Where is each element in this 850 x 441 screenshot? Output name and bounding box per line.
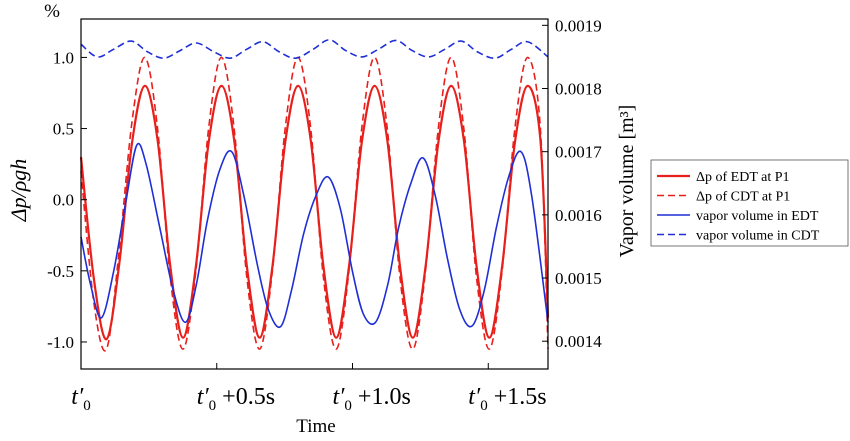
right-y-tick-label: 0.0016 bbox=[555, 206, 602, 225]
x-tick-label: t′0 +1.0s bbox=[333, 384, 411, 414]
legend-label: Δp of EDT at P1 bbox=[696, 170, 790, 185]
x-tick-label: t′0 +0.5s bbox=[197, 384, 275, 414]
x-tick-subscript: 0 bbox=[209, 398, 217, 414]
right-y-tick-label: 0.0018 bbox=[555, 79, 602, 98]
left-axis-unit: % bbox=[44, 1, 60, 22]
left-y-tick-label: 0.0 bbox=[53, 191, 74, 210]
x-axis-title: Time bbox=[296, 416, 335, 437]
x-tick-label: t′0 bbox=[71, 384, 90, 414]
x-tick-subscript: 0 bbox=[344, 398, 352, 414]
x-tick-base: t′ bbox=[197, 384, 210, 410]
x-tick-subscript: 0 bbox=[83, 398, 91, 414]
left-y-tick-label: -1.0 bbox=[47, 333, 74, 352]
x-tick-base: t′ bbox=[468, 384, 481, 410]
x-tick-suffix: +0.5s bbox=[216, 384, 275, 410]
left-y-tick-label: -0.5 bbox=[47, 262, 74, 281]
legend-label: vapor volume in CDT bbox=[696, 229, 820, 244]
legend-box bbox=[650, 159, 849, 247]
legend-label: Δp of CDT at P1 bbox=[696, 190, 790, 205]
axis-labels: 1.0 0.5 0.0 -0.5 -1.0 0.0019 0.0018 0.0017 0.001… bbox=[47, 16, 602, 414]
left-axis-title: Δp/ρgh bbox=[6, 159, 31, 223]
x-tick-label: t′0 +1.5s bbox=[468, 384, 546, 414]
right-y-tick-label: 0.0019 bbox=[555, 16, 602, 35]
left-y-tick-label: 0.5 bbox=[53, 120, 74, 139]
legend-label: vapor volume in EDT bbox=[696, 209, 819, 224]
x-tick-subscript: 0 bbox=[480, 398, 488, 414]
plot-lines bbox=[79, 39, 550, 352]
series-line-vapor-volume-in-edt bbox=[80, 142, 549, 329]
x-tick-suffix: +1.5s bbox=[488, 384, 547, 410]
legend: Δp of EDT at P1 Δp of CDT at P1 vapor volu… bbox=[650, 159, 849, 247]
right-y-tick-label: 0.0015 bbox=[555, 269, 602, 288]
x-tick-base: t′ bbox=[71, 384, 84, 410]
right-y-tick-label: 0.0014 bbox=[555, 332, 602, 351]
series-line-vapor-volume-in-cdt bbox=[80, 39, 549, 59]
plot-frame bbox=[80, 18, 549, 370]
x-tick-base: t′ bbox=[333, 384, 346, 410]
x-tick-suffix: +1.0s bbox=[352, 384, 411, 410]
axis-ticks bbox=[80, 24, 548, 369]
right-y-tick-label: 0.0017 bbox=[555, 143, 602, 162]
right-axis-title: Vapor volume [m³] bbox=[616, 105, 638, 258]
left-y-tick-label: 1.0 bbox=[53, 48, 74, 67]
